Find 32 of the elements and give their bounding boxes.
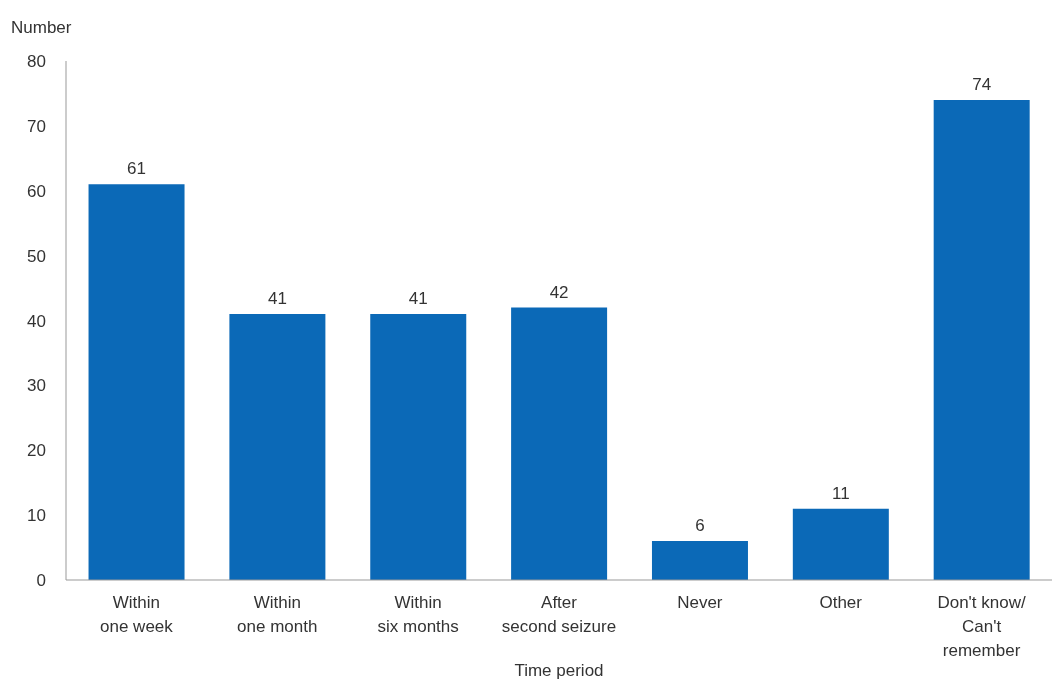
y-tick-label: 0 — [36, 571, 46, 591]
y-tick-label: 10 — [27, 506, 46, 526]
data-label: 41 — [267, 289, 287, 309]
bar — [511, 307, 608, 580]
x-tick-label: Don't know/ Can't remember — [937, 593, 1026, 660]
bar — [88, 184, 185, 580]
bar — [933, 99, 1030, 580]
bar — [792, 508, 889, 580]
y-tick-label: 20 — [27, 441, 46, 461]
y-tick-label: 30 — [27, 376, 46, 396]
y-tick-label: 80 — [27, 52, 46, 72]
bar — [651, 541, 748, 580]
data-label: 61 — [127, 159, 146, 179]
y-tick-label: 60 — [27, 181, 46, 201]
y-axis-title: Number — [11, 18, 72, 38]
y-tick-label: 70 — [27, 116, 46, 136]
bar — [229, 314, 326, 580]
data-label: 6 — [695, 516, 705, 536]
x-tick-label: Within one week — [100, 593, 174, 636]
x-tick-label: Within one month — [237, 593, 318, 636]
data-label: 74 — [972, 74, 992, 94]
x-tick-label: Never — [677, 593, 723, 612]
x-tick-label: After second seizure — [501, 593, 617, 636]
data-label: 42 — [549, 282, 569, 302]
y-tick-label: 50 — [27, 246, 46, 266]
x-tick-label: Within six months — [377, 593, 459, 636]
y-tick-label: 40 — [27, 311, 46, 331]
x-tick-label: Other — [819, 593, 863, 612]
x-axis-title: Time period — [514, 661, 604, 680]
bar — [370, 314, 467, 580]
data-label: 11 — [831, 483, 850, 503]
data-label: 41 — [408, 289, 428, 309]
